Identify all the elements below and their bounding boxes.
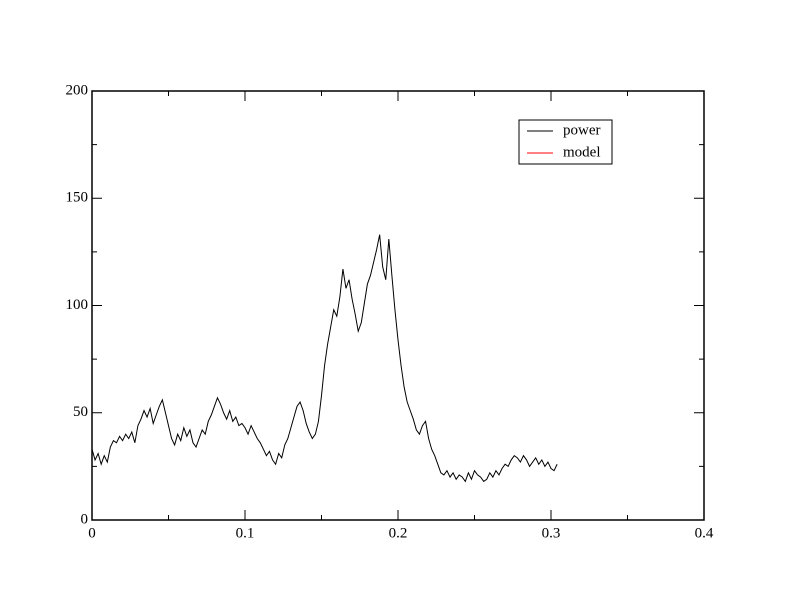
y-tick-label: 150: [66, 190, 89, 206]
y-tick-label: 50: [73, 404, 88, 420]
legend-label: model: [563, 144, 601, 160]
x-tick-label: 0.1: [236, 525, 255, 541]
legend-label: power: [563, 122, 601, 138]
x-tick-label: 0: [88, 525, 96, 541]
y-tick-label: 100: [66, 297, 89, 313]
y-tick-label: 0: [81, 511, 89, 527]
x-tick-label: 0.2: [389, 525, 408, 541]
x-tick-label: 0.4: [695, 525, 714, 541]
data-line: [91, 234, 558, 483]
y-tick-label: 200: [66, 82, 89, 98]
x-tick-label: 0.3: [542, 525, 561, 541]
legend-box: [518, 119, 613, 165]
